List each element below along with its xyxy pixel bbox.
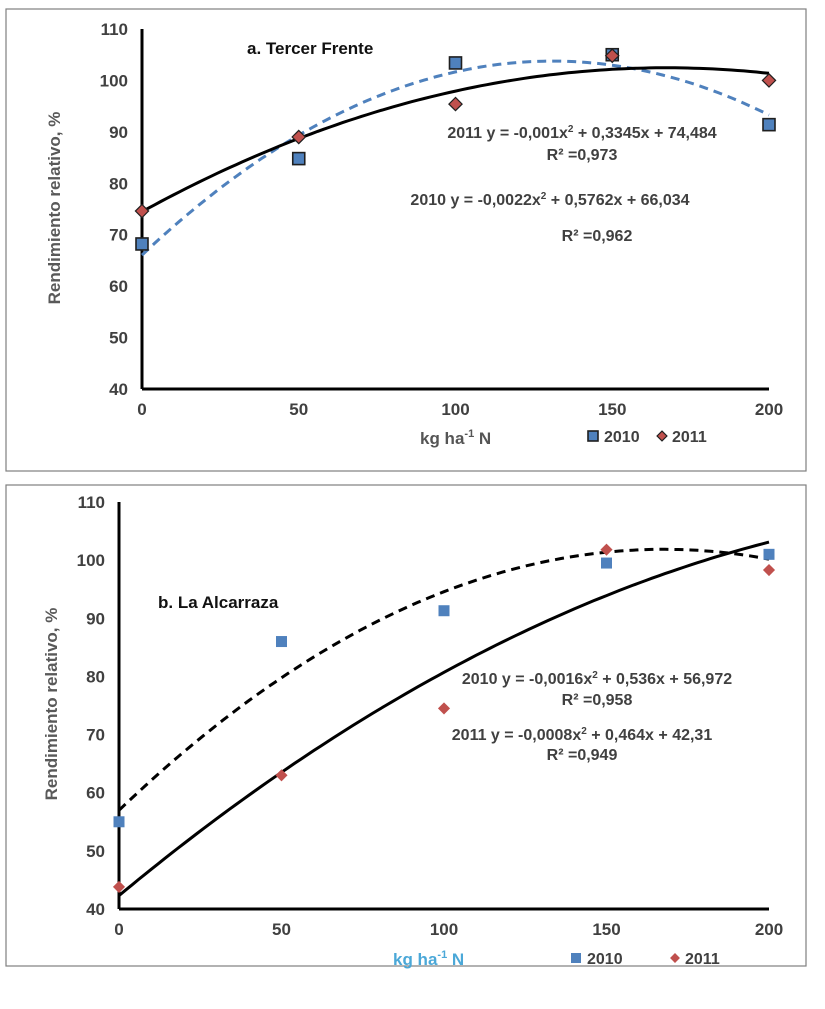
annotation-text-tail: + 0,5762x + 66,034 <box>546 192 689 209</box>
x-axis-label-superscript: -1 <box>437 949 447 961</box>
legend-label-2011: 2011 <box>685 951 720 968</box>
data-point-2011 <box>112 880 126 893</box>
legend-label-2010: 2010 <box>587 951 623 968</box>
x-tick-label: 150 <box>592 920 620 939</box>
x-tick-label: 50 <box>289 400 308 419</box>
chart-panel-a: 40 50 60 70 80 90 100 110 0 50 100 150 200 Rendimient… <box>0 0 825 478</box>
data-point-2010 <box>448 56 463 70</box>
y-tick-label: 90 <box>86 609 105 628</box>
legend-label-2011: 2011 <box>672 429 707 446</box>
data-point-2011 <box>762 563 776 577</box>
annotation-text-tail: + 0,3345x + 74,484 <box>573 125 716 142</box>
y-tick-label: 40 <box>86 900 105 919</box>
data-point-2010 <box>762 117 776 132</box>
annotation-text: 2010 y = -0,0016x <box>462 671 592 688</box>
annotation-r2011: R² =0,949 <box>547 747 618 764</box>
annotation-text: R² =0,949 <box>547 747 618 764</box>
annotation-text: 2010 y = -0,0022x <box>410 192 540 209</box>
data-point-2011 <box>275 769 288 782</box>
chart-frame <box>5 484 807 967</box>
annotation-eq2010: 2010 y = -0,0016x2 + 0,536x + 56,972 <box>462 670 732 688</box>
annotation-text: R² =0,973 <box>547 147 618 164</box>
data-point-2010 <box>276 636 287 648</box>
y-tick-label: 90 <box>109 123 128 142</box>
x-tick-label: 150 <box>598 400 626 419</box>
annotation-superscript: 2 <box>568 124 574 135</box>
trendline-2010 <box>117 547 770 812</box>
y-tick-label: 100 <box>100 71 128 90</box>
data-point-2010 <box>763 548 775 560</box>
x-axis-label-unit: N <box>474 429 491 448</box>
chart-title: b. La Alcarraza <box>158 593 279 612</box>
data-point-2011 <box>604 48 620 64</box>
legend-marker-2010 <box>571 953 581 963</box>
y-tick-label: 50 <box>109 329 128 348</box>
annotation-r2010: R² =0,962 <box>562 228 633 245</box>
annotation-superscript: 2 <box>541 191 547 202</box>
data-point-2011 <box>291 129 307 145</box>
data-point-2010 <box>601 557 612 569</box>
x-tick-label: 200 <box>755 400 783 419</box>
trendline-2011 <box>141 66 770 214</box>
y-tick-label: 110 <box>78 493 105 512</box>
annotation-text: R² =0,958 <box>562 692 633 709</box>
y-tick-label: 40 <box>109 380 128 399</box>
y-axis-label: Rendimiento relativo, % <box>45 112 64 305</box>
y-tick-label: 70 <box>86 726 105 745</box>
y-tick-label: 70 <box>109 226 128 245</box>
y-tick-label: 80 <box>86 667 105 686</box>
y-tick-label: 80 <box>109 174 128 193</box>
x-tick-label: 50 <box>272 920 291 939</box>
x-axis-label-superscript: -1 <box>464 428 474 440</box>
annotation-eq2010: 2010 y = -0,0022x2 + 0,5762x + 66,034 <box>410 191 689 209</box>
x-axis-label: kg ha-1 N <box>393 949 464 969</box>
annotation-text: 2011 y = -0,0008x <box>452 727 582 744</box>
x-tick-label: 100 <box>441 400 469 419</box>
x-axis-label-main: kg ha <box>393 950 438 969</box>
y-tick-label: 60 <box>86 784 105 803</box>
annotation-superscript: 2 <box>592 670 598 681</box>
data-point-2011 <box>437 702 451 715</box>
data-point-2010 <box>291 151 306 166</box>
trendline-2011 <box>118 540 770 897</box>
annotation-text-tail: + 0,464x + 42,31 <box>587 727 713 744</box>
y-tick-label: 50 <box>86 842 105 861</box>
data-point-2010 <box>113 816 125 828</box>
x-tick-label: 200 <box>755 920 783 939</box>
chart-title: a. Tercer Frente <box>247 39 373 58</box>
trendline-2010 <box>140 59 770 257</box>
annotation-text: R² =0,962 <box>562 228 633 245</box>
x-tick-label: 100 <box>430 920 458 939</box>
y-tick-label: 100 <box>77 551 105 570</box>
legend-marker-2010 <box>587 430 599 442</box>
data-point-2011 <box>134 203 150 219</box>
annotation-r2011: R² =0,973 <box>547 147 618 164</box>
chart-b-svg: 40 50 60 70 80 90 100 110 0 50 100 150 200 Rendimient… <box>5 484 807 969</box>
data-point-2011 <box>600 543 613 556</box>
data-point-2011 <box>448 96 463 112</box>
x-axis-label-main: kg ha <box>420 429 465 448</box>
x-axis-label-unit: N <box>447 950 464 969</box>
x-axis-label: kg ha-1 N <box>420 428 491 448</box>
legend-marker-2011 <box>670 953 680 963</box>
legend-label-2010: 2010 <box>604 429 640 446</box>
y-tick-label: 110 <box>101 20 128 39</box>
x-tick-label: 0 <box>137 400 146 419</box>
y-axis-label: Rendimiento relativo, % <box>42 608 61 801</box>
data-point-2010 <box>438 605 450 617</box>
y-tick-label: 60 <box>109 277 128 296</box>
chart-panel-b: 40 50 60 70 80 90 100 110 0 50 100 150 200 Rendimient… <box>0 478 825 1009</box>
annotation-eq2011: 2011 y = -0,0008x2 + 0,464x + 42,31 <box>452 726 713 744</box>
annotation-superscript: 2 <box>581 726 587 737</box>
chart-a-svg: 40 50 60 70 80 90 100 110 0 50 100 150 200 Rendimient… <box>5 8 807 472</box>
data-point-2011 <box>761 72 777 88</box>
annotation-text-tail: + 0,536x + 56,972 <box>598 671 732 688</box>
annotation-r2010: R² =0,958 <box>562 692 633 709</box>
data-point-2010 <box>135 237 149 251</box>
annotation-eq2011: 2011 y = -0,001x2 + 0,3345x + 74,484 <box>447 124 716 142</box>
x-tick-label: 0 <box>114 920 123 939</box>
annotation-text: 2011 y = -0,001x <box>447 125 568 142</box>
legend-marker-2011 <box>656 430 668 442</box>
